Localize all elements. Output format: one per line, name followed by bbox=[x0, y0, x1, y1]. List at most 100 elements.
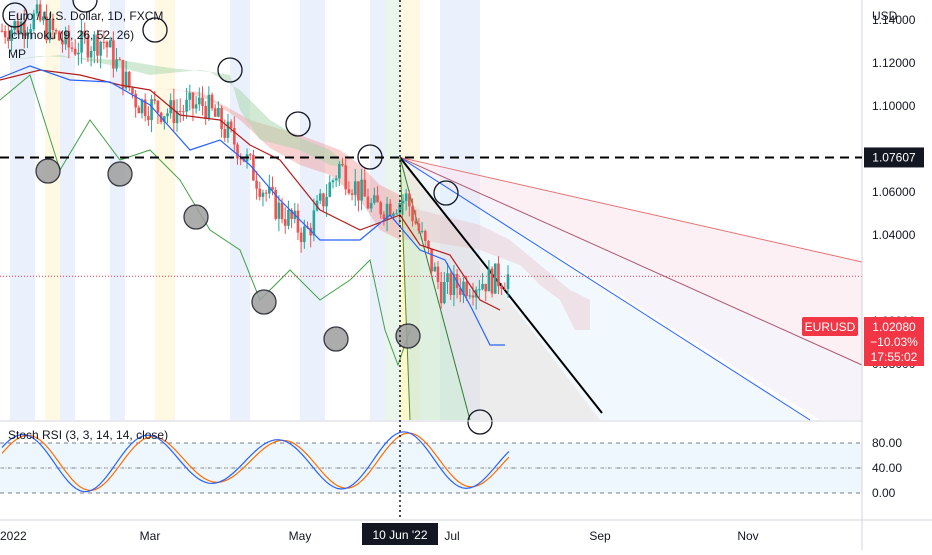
candle-body-97 bbox=[309, 227, 312, 236]
candle-body-18 bbox=[57, 31, 61, 41]
candle-body-84 bbox=[268, 186, 271, 194]
candle-body-10 bbox=[32, 13, 36, 30]
candle-body-14 bbox=[45, 16, 48, 41]
candle-body-132 bbox=[420, 230, 424, 232]
candle-body-39 bbox=[124, 71, 128, 89]
candle-body-81 bbox=[258, 188, 262, 197]
candle-body-91 bbox=[290, 209, 293, 220]
candle-body-43 bbox=[137, 107, 141, 114]
candle-body-30 bbox=[96, 34, 99, 56]
stoch-tick-0.00: 0.00 bbox=[872, 486, 896, 500]
candle-body-103 bbox=[328, 182, 332, 197]
time-label-Jul: Jul bbox=[444, 529, 459, 543]
candle-body-1 bbox=[3, 31, 7, 38]
candle-body-32 bbox=[102, 41, 106, 43]
annotation-circle-9 bbox=[183, 204, 209, 230]
quote-countdown: 17:55:02 bbox=[871, 350, 918, 364]
candle-body-106 bbox=[338, 164, 341, 179]
stoch-tick-80.00: 80.00 bbox=[872, 436, 902, 450]
candle-body-12 bbox=[38, 4, 42, 21]
candle-body-135 bbox=[430, 248, 433, 272]
annotation-circle-12 bbox=[395, 323, 421, 349]
symbol-title[interactable]: Euro / U.S. Dollar, 1D, FXCM bbox=[8, 9, 164, 23]
candle-body-46 bbox=[147, 116, 150, 121]
candle-body-159 bbox=[506, 274, 510, 290]
quote-badge bbox=[864, 317, 924, 366]
ichimoku-legend[interactable]: Ichimoku (9, 26, 52, 26) bbox=[8, 28, 135, 42]
candle-body-59 bbox=[188, 92, 192, 100]
candle-body-15 bbox=[48, 18, 52, 41]
candle-body-129 bbox=[411, 206, 414, 222]
candle-body-126 bbox=[401, 200, 405, 204]
annotation-circle-11 bbox=[323, 326, 349, 352]
stoch-rsi-legend[interactable]: Stoch RSI (3, 3, 14, 14, close) bbox=[8, 428, 169, 442]
candle-body-154 bbox=[490, 268, 494, 294]
candle-body-111 bbox=[353, 181, 357, 195]
candle-body-80 bbox=[255, 180, 258, 189]
candle-body-121 bbox=[385, 203, 389, 220]
fan-line-main bbox=[399, 156, 603, 414]
candle-body-78 bbox=[248, 154, 252, 156]
candle-body-123 bbox=[392, 213, 395, 217]
candle-body-17 bbox=[54, 30, 58, 32]
candle-body-113 bbox=[360, 179, 363, 201]
candle-body-29 bbox=[92, 34, 96, 52]
time-label-Mar: Mar bbox=[140, 529, 161, 543]
candle-body-56 bbox=[178, 110, 182, 112]
candle-body-2 bbox=[7, 37, 10, 42]
annotation-circle-7 bbox=[35, 158, 61, 184]
annotation-circle-0 bbox=[2, 2, 28, 28]
candle-body-90 bbox=[287, 209, 290, 226]
candle-body-122 bbox=[388, 203, 392, 217]
oscillator-axis[interactable]: 80.00 40.00 0.00 bbox=[872, 436, 902, 500]
candle-body-61 bbox=[194, 104, 198, 109]
candle-body-118 bbox=[376, 195, 379, 203]
candle-body-35 bbox=[112, 40, 115, 69]
time-label-Sep: Sep bbox=[589, 529, 611, 543]
candle-body-93 bbox=[296, 210, 300, 233]
price-tick-1.12000: 1.12000 bbox=[872, 56, 916, 70]
crosshair-time-text: 10 Jun '22 bbox=[372, 528, 427, 542]
annotation-circle-13 bbox=[467, 409, 493, 435]
candle-body-48 bbox=[153, 99, 157, 101]
price-tick-1.04000: 1.04000 bbox=[872, 228, 916, 242]
mp-legend[interactable]: MP bbox=[8, 47, 26, 61]
session-band-1 bbox=[45, 0, 60, 420]
candle-body-139 bbox=[443, 281, 446, 304]
candle-body-54 bbox=[172, 100, 176, 124]
candle-body-34 bbox=[108, 40, 112, 48]
candle-body-144 bbox=[458, 288, 462, 295]
candle-body-19 bbox=[61, 40, 64, 45]
candle-body-88 bbox=[280, 202, 284, 220]
candle-body-124 bbox=[395, 213, 398, 215]
candle-body-23 bbox=[73, 48, 77, 55]
candle-body-45 bbox=[143, 99, 147, 117]
session-band-4 bbox=[155, 0, 175, 420]
candle-body-65 bbox=[207, 94, 211, 119]
candle-body-102 bbox=[325, 196, 328, 207]
candle-body-75 bbox=[239, 158, 242, 160]
candle-body-145 bbox=[462, 281, 465, 295]
fan-line-5 bbox=[399, 157, 411, 421]
candle-body-64 bbox=[204, 106, 207, 119]
time-axis[interactable]: 2022 Mar May Jul Sep Nov bbox=[0, 529, 759, 543]
candle-body-25 bbox=[80, 30, 83, 53]
annotation-circle-10 bbox=[251, 289, 277, 315]
candle-body-151 bbox=[481, 283, 484, 290]
annotation-circle-6 bbox=[433, 180, 459, 206]
candle-body-87 bbox=[277, 202, 281, 219]
candle-body-158 bbox=[503, 288, 507, 290]
candle-body-153 bbox=[487, 268, 491, 292]
fan-lines bbox=[399, 156, 863, 421]
symbol-badge bbox=[802, 317, 858, 336]
candle-body-44 bbox=[140, 99, 144, 114]
time-label-Nov: Nov bbox=[737, 529, 758, 543]
candle-body-109 bbox=[347, 189, 351, 194]
candle-body-86 bbox=[274, 189, 277, 219]
candle-body-141 bbox=[449, 273, 453, 295]
candle-body-22 bbox=[70, 47, 74, 49]
candle-body-95 bbox=[303, 226, 306, 243]
